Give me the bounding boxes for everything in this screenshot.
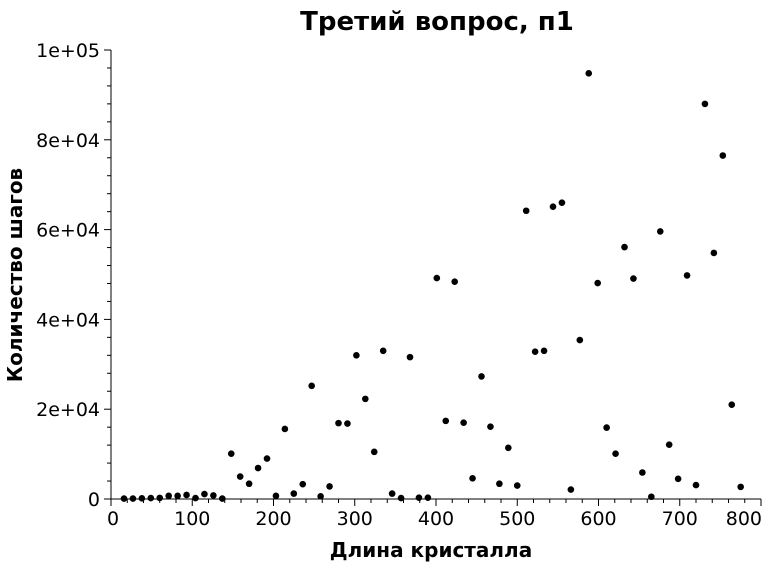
data-point: [460, 419, 467, 426]
data-point: [397, 494, 405, 502]
data-point: [540, 347, 548, 355]
data-point: [272, 492, 280, 500]
data-point: [558, 199, 566, 206]
data-point: [424, 494, 432, 501]
x-tick-label: 700: [662, 508, 698, 530]
data-point: [433, 274, 441, 282]
data-point: [353, 352, 360, 359]
data-point: [451, 278, 458, 285]
y-tick-label: 2e+04: [36, 399, 100, 421]
data-point: [129, 495, 137, 502]
data-point: [692, 481, 700, 489]
data-point: [201, 490, 208, 498]
data-points: [120, 70, 744, 502]
data-point: [406, 353, 414, 361]
data-point: [442, 417, 450, 425]
y-axis-label: Количество шагов: [3, 168, 27, 382]
chart-title: Третий вопрос, п1: [300, 7, 574, 37]
data-point: [639, 469, 646, 476]
data-point: [665, 441, 673, 448]
data-point: [370, 448, 378, 456]
data-point: [415, 494, 423, 501]
data-point: [388, 490, 396, 497]
data-point: [245, 480, 253, 488]
data-point: [335, 419, 342, 427]
data-point: [210, 492, 217, 499]
data-point: [317, 493, 324, 500]
data-point: [219, 495, 226, 502]
data-point: [469, 475, 476, 482]
data-point: [138, 495, 146, 502]
data-point: [549, 203, 557, 211]
data-point: [630, 275, 637, 282]
data-point: [683, 272, 691, 279]
data-point: [594, 279, 601, 287]
data-point: [478, 373, 485, 380]
data-point: [487, 423, 494, 431]
data-point: [174, 492, 181, 500]
data-point: [362, 395, 369, 403]
data-point: [576, 336, 584, 344]
data-point: [531, 348, 539, 356]
data-point: [737, 483, 744, 491]
y-tick-label: 1e+05: [36, 40, 100, 62]
data-point: [701, 100, 709, 108]
data-point: [656, 228, 664, 235]
data-point: [227, 450, 235, 457]
data-point: [299, 480, 307, 488]
data-point: [728, 401, 736, 409]
data-point: [505, 444, 512, 452]
x-tick-label: 200: [255, 508, 291, 530]
data-point: [192, 494, 199, 502]
data-point: [496, 480, 503, 488]
data-point: [254, 464, 262, 472]
data-point: [567, 486, 575, 493]
data-point: [281, 425, 289, 433]
data-point: [120, 495, 128, 502]
data-point: [621, 243, 628, 251]
data-point: [513, 482, 521, 489]
data-point: [612, 450, 619, 457]
data-point: [183, 491, 190, 499]
data-point: [710, 249, 718, 257]
y-tick-label: 4e+04: [36, 309, 100, 331]
axes: 0 2e+04 4e+04 6e+04 8e+04 1e+05 0 100 200 300 400 5…: [36, 40, 762, 530]
data-point: [263, 455, 271, 462]
data-point: [719, 152, 727, 159]
x-tick-label: 300: [337, 508, 373, 530]
data-point: [165, 492, 172, 500]
x-tick-label: 400: [418, 508, 454, 530]
data-point: [648, 493, 655, 501]
x-tick-label: 100: [174, 508, 210, 530]
y-tick-label: 6e+04: [36, 220, 100, 242]
x-axis-label: Длина кристалла: [330, 538, 532, 562]
x-tick-label: 800: [726, 508, 762, 530]
data-point: [326, 483, 333, 490]
data-point: [308, 382, 315, 390]
y-tick-label: 8e+04: [36, 130, 100, 152]
y-tick-label: 0: [88, 489, 100, 511]
data-point: [522, 207, 530, 215]
x-tick-label: 600: [580, 508, 616, 530]
x-tick-label: 500: [499, 508, 535, 530]
data-point: [585, 70, 593, 77]
data-point: [236, 473, 244, 480]
data-point: [379, 347, 387, 355]
data-point: [147, 494, 155, 502]
data-point: [290, 490, 298, 497]
data-point: [344, 420, 351, 427]
data-point: [674, 475, 682, 483]
x-tick-label: 0: [107, 508, 119, 530]
data-point: [603, 424, 610, 431]
data-point: [156, 494, 164, 502]
